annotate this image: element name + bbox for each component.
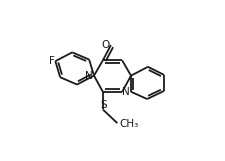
Text: F: F [49,56,54,66]
Text: S: S [100,100,107,110]
Text: N: N [122,87,130,97]
Text: O: O [102,40,110,50]
Text: N: N [86,71,93,81]
Text: CH₃: CH₃ [119,119,138,129]
